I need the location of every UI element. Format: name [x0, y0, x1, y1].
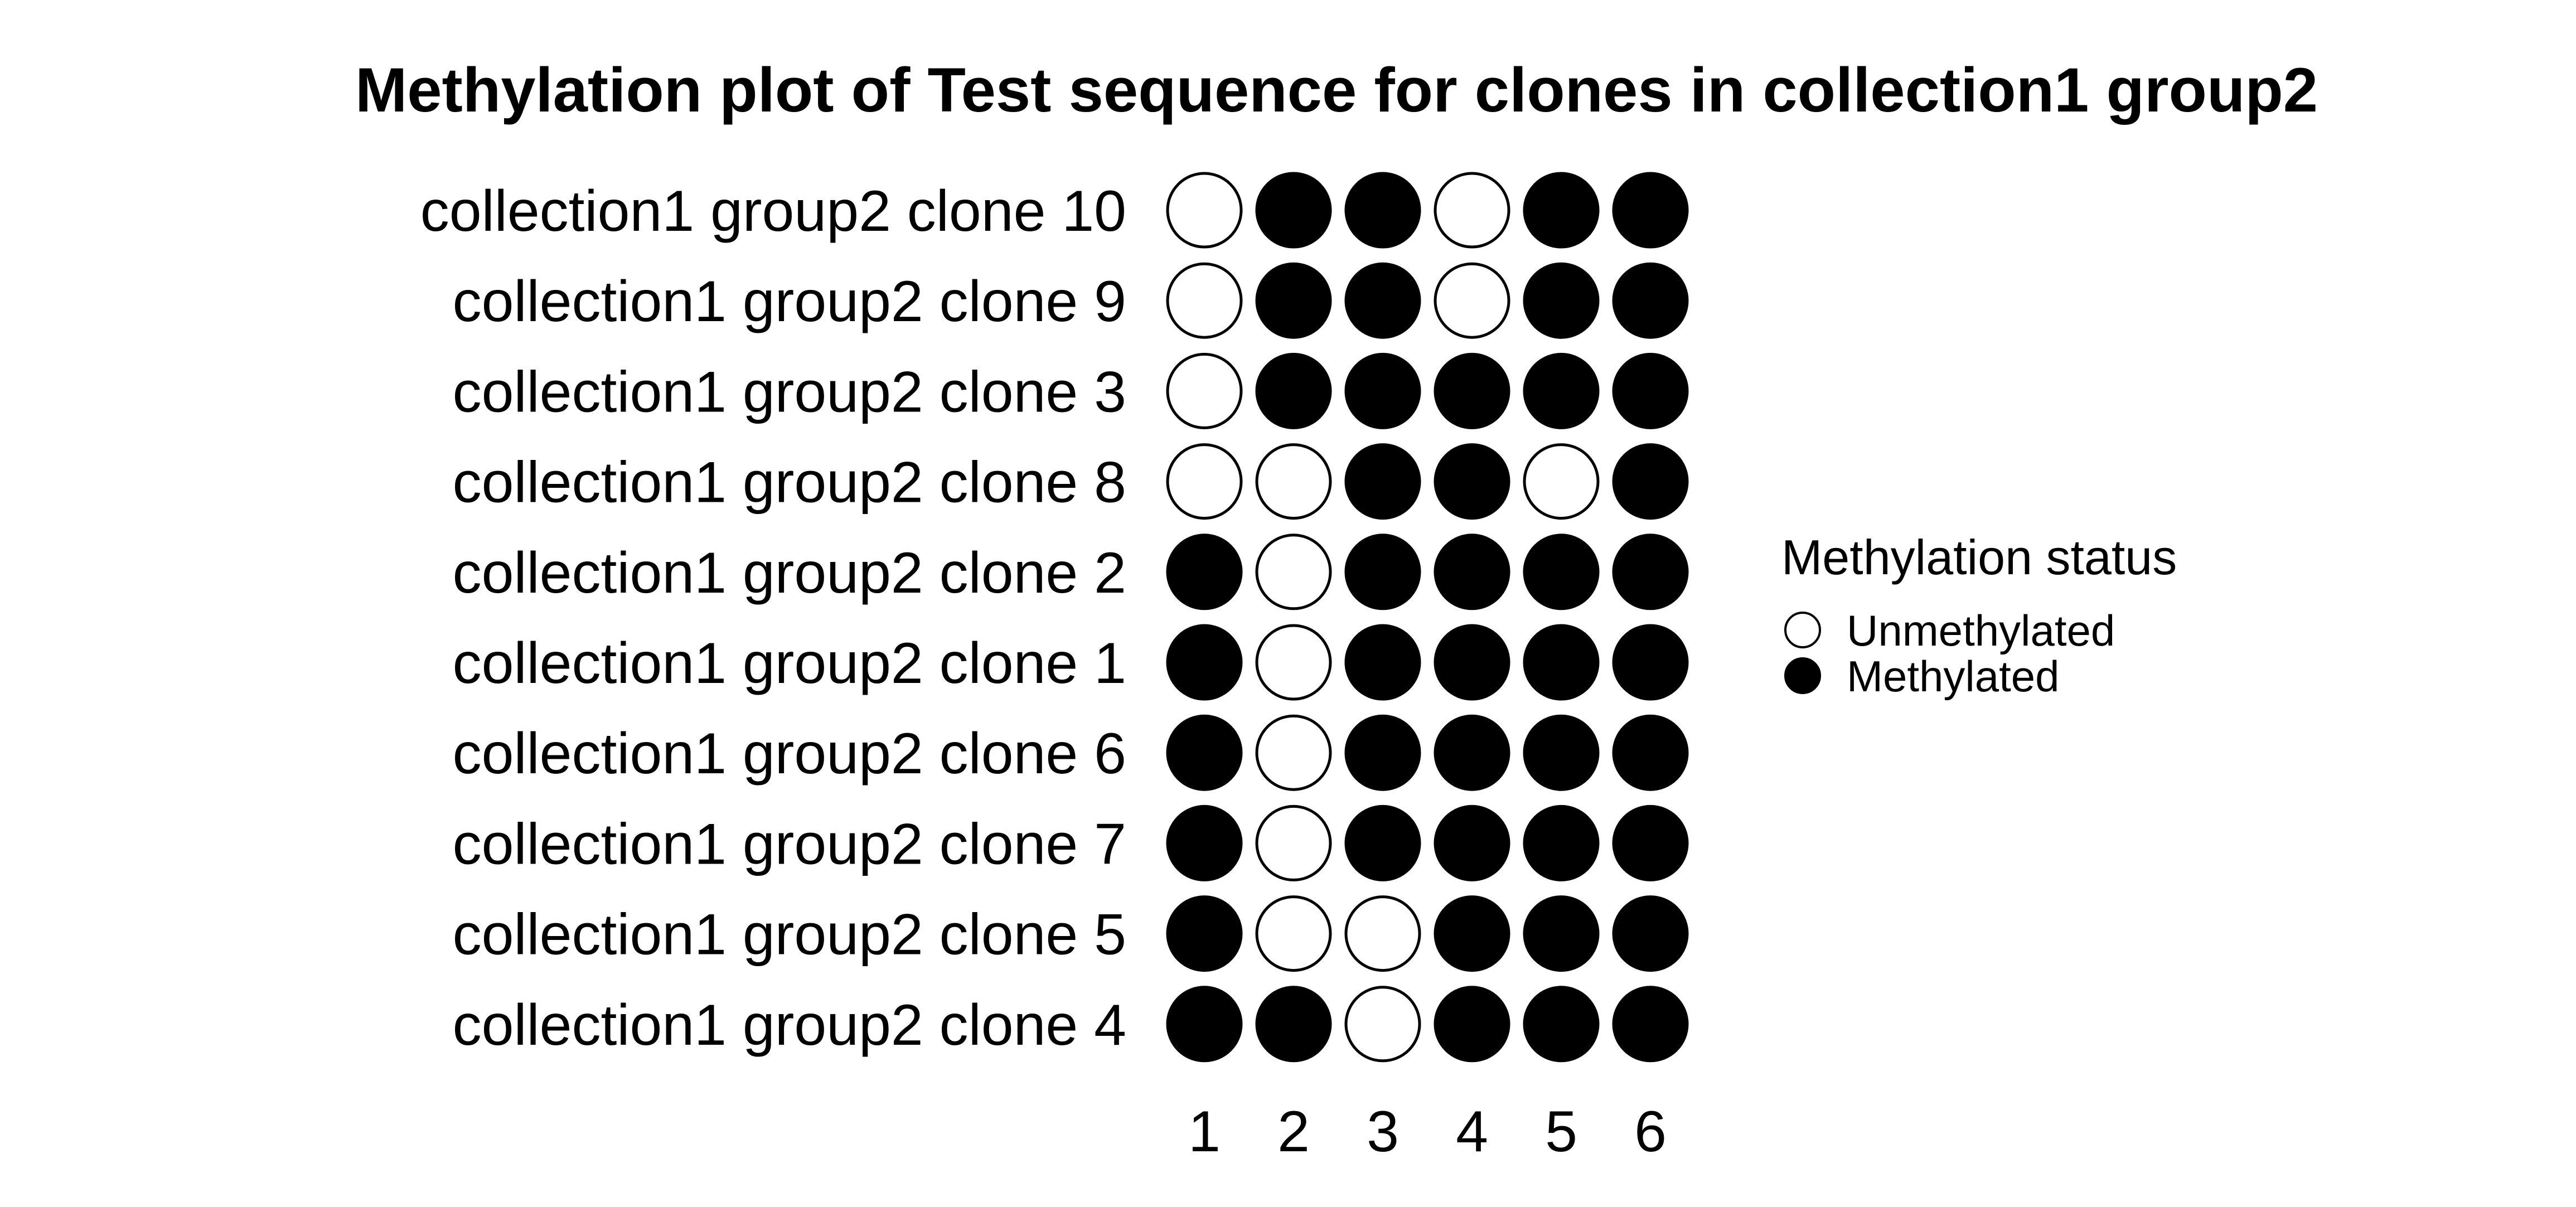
methylated-dot [1344, 534, 1421, 610]
methylated-dot [1612, 986, 1689, 1063]
methylated-dot [1434, 804, 1510, 881]
methylated-dot [1166, 714, 1243, 791]
legend-label: Methylated [1847, 652, 2060, 701]
methylated-dot [1612, 262, 1689, 339]
unmethylated-dot [1255, 804, 1332, 881]
methylated-dot [1523, 262, 1600, 339]
row-label: collection1 group2 clone 8 [453, 450, 1126, 515]
methylated-dot [1612, 624, 1689, 701]
methylated-dot [1523, 986, 1600, 1063]
methylated-dot [1166, 804, 1243, 881]
methylated-dot [1344, 714, 1421, 791]
unmethylated-dot [1166, 352, 1243, 429]
x-tick-label: 3 [1367, 1099, 1399, 1164]
chart-title: Methylation plot of Test sequence for cl… [355, 55, 2318, 125]
unmethylated-dot [1255, 714, 1332, 791]
row-label: collection1 group2 clone 1 [453, 631, 1126, 696]
methylated-dot [1523, 534, 1600, 610]
legend-key-methylated [1784, 657, 1821, 694]
methylated-dot [1434, 534, 1510, 610]
methylated-dot [1434, 714, 1510, 791]
unmethylated-dot [1255, 895, 1332, 972]
unmethylated-dot [1344, 986, 1421, 1063]
methylated-dot [1612, 714, 1689, 791]
methylated-dot [1434, 986, 1510, 1063]
methylated-dot [1523, 714, 1600, 791]
methylated-dot [1344, 352, 1421, 429]
row-label: collection1 group2 clone 7 [453, 812, 1126, 876]
row-label: collection1 group2 clone 10 [420, 179, 1126, 244]
row-label: collection1 group2 clone 6 [453, 721, 1126, 786]
methylated-dot [1434, 352, 1510, 429]
methylated-dot [1523, 172, 1600, 249]
x-tick-label: 6 [1634, 1099, 1667, 1164]
methylated-dot [1344, 443, 1421, 520]
methylated-dot [1434, 895, 1510, 972]
unmethylated-dot [1255, 534, 1332, 610]
row-label: collection1 group2 clone 4 [453, 993, 1126, 1058]
row-label: collection1 group2 clone 5 [453, 903, 1126, 967]
methylated-dot [1344, 624, 1421, 701]
row-labels: collection1 group2 clone 10 collection1 g… [420, 179, 1126, 1058]
methylated-dot [1255, 262, 1332, 339]
methylated-dot [1523, 895, 1600, 972]
unmethylated-dot [1166, 443, 1243, 520]
unmethylated-dot [1434, 172, 1510, 249]
methylated-dot [1523, 804, 1600, 881]
methylated-dot [1523, 352, 1600, 429]
methylated-dot [1612, 172, 1689, 249]
methylated-dot [1255, 352, 1332, 429]
row-label: collection1 group2 clone 2 [453, 541, 1126, 605]
row-label: collection1 group2 clone 9 [453, 269, 1126, 334]
x-tick-label: 5 [1545, 1099, 1577, 1164]
methylated-dot [1434, 443, 1510, 520]
unmethylated-dot [1523, 443, 1600, 520]
methylated-dot [1612, 804, 1689, 881]
x-tick-label: 1 [1188, 1099, 1221, 1164]
x-tick-label: 4 [1456, 1099, 1488, 1164]
methylated-dot [1166, 986, 1243, 1063]
legend: Methylation status UnmethylatedMethylate… [1781, 530, 2177, 701]
unmethylated-dot [1434, 262, 1510, 339]
unmethylated-dot [1255, 624, 1332, 701]
methylation-dots [1166, 172, 1689, 1063]
methylated-dot [1166, 895, 1243, 972]
methylated-dot [1344, 172, 1421, 249]
unmethylated-dot [1166, 262, 1243, 339]
legend-label: Unmethylated [1847, 606, 2115, 655]
methylated-dot [1344, 262, 1421, 339]
unmethylated-dot [1344, 895, 1421, 972]
unmethylated-dot [1255, 443, 1332, 520]
methylated-dot [1612, 352, 1689, 429]
methylated-dot [1612, 534, 1689, 610]
legend-key-unmethylated [1784, 612, 1821, 648]
methylated-dot [1166, 534, 1243, 610]
unmethylated-dot [1166, 172, 1243, 249]
methylated-dot [1255, 986, 1332, 1063]
methylated-dot [1434, 624, 1510, 701]
methylated-dot [1255, 172, 1332, 249]
methylated-dot [1166, 624, 1243, 701]
methylated-dot [1344, 804, 1421, 881]
methylated-dot [1612, 443, 1689, 520]
x-tick-label: 2 [1277, 1099, 1310, 1164]
legend-title: Methylation status [1781, 530, 2177, 585]
row-label: collection1 group2 clone 3 [453, 360, 1126, 424]
methylated-dot [1523, 624, 1600, 701]
methylated-dot [1612, 895, 1689, 972]
